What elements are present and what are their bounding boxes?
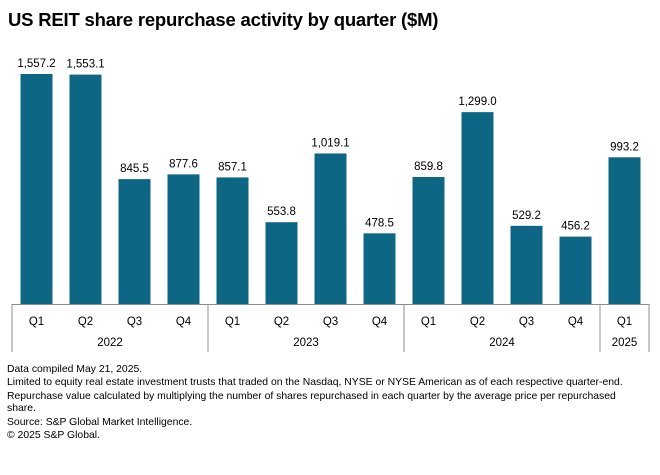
tick-label-2: Q3 xyxy=(127,316,142,328)
bar-9 xyxy=(461,112,494,304)
tick-label-7: Q4 xyxy=(372,316,388,328)
year-label-3: 2025 xyxy=(612,337,638,349)
data-label-1: 1,553.1 xyxy=(66,59,104,71)
bar-6 xyxy=(314,153,347,304)
year-label-2: 2024 xyxy=(489,337,515,349)
note-scope: Limited to equity real estate investment… xyxy=(7,377,623,389)
bar-0 xyxy=(20,74,53,304)
chart-title: US REIT share repurchase activity by qua… xyxy=(8,9,439,30)
bar-12 xyxy=(608,157,641,304)
year-label-0: 2022 xyxy=(97,337,123,349)
tick-label-11: Q4 xyxy=(568,316,584,328)
note-date: Data compiled May 21, 2025. xyxy=(7,364,143,375)
bar-2 xyxy=(118,179,151,304)
bar-10 xyxy=(510,225,543,304)
tick-label-10: Q3 xyxy=(519,316,534,328)
bar-8 xyxy=(412,177,445,304)
tick-label-0: Q1 xyxy=(29,316,44,328)
note-source: Source: S&P Global Market Intelligence. xyxy=(7,416,193,428)
tick-label-4: Q1 xyxy=(225,316,240,328)
bar-4 xyxy=(216,177,249,304)
data-label-5: 553.8 xyxy=(267,206,296,218)
data-label-12: 993.2 xyxy=(610,141,639,153)
data-label-8: 859.8 xyxy=(414,161,443,173)
note-method: Repurchase value calculated by multiplyi… xyxy=(7,390,616,415)
tick-label-12: Q1 xyxy=(617,316,632,328)
bar-1 xyxy=(69,74,102,304)
data-label-6: 1,019.1 xyxy=(311,137,349,149)
tick-label-1: Q2 xyxy=(78,316,93,328)
data-label-9: 1,299.0 xyxy=(458,96,496,108)
year-label-1: 2023 xyxy=(293,337,319,349)
bar-3 xyxy=(167,174,200,304)
tick-label-3: Q4 xyxy=(176,316,192,328)
data-label-2: 845.5 xyxy=(120,163,149,175)
bar-7 xyxy=(363,233,396,304)
data-label-10: 529.2 xyxy=(512,210,541,222)
data-label-7: 478.5 xyxy=(365,217,394,229)
data-label-11: 456.2 xyxy=(561,221,590,233)
chart-notes: Data compiled May 21, 2025. Limited to e… xyxy=(7,364,647,443)
tick-label-9: Q2 xyxy=(470,316,485,328)
data-label-4: 857.1 xyxy=(218,161,247,173)
bar-11 xyxy=(559,236,592,304)
tick-label-5: Q2 xyxy=(274,316,289,328)
bar-5 xyxy=(265,222,298,304)
data-label-3: 877.6 xyxy=(169,158,198,170)
bar-chart: 1,557.2 Q1 1,553.1 Q2 845.5 Q3 877.6 Q4 857.1 Q1 5… xyxy=(11,58,650,352)
tick-label-6: Q3 xyxy=(323,316,338,328)
tick-label-8: Q1 xyxy=(421,316,436,328)
note-copyright: © 2025 S&P Global. xyxy=(7,430,100,442)
data-label-0: 1,557.2 xyxy=(17,58,55,70)
